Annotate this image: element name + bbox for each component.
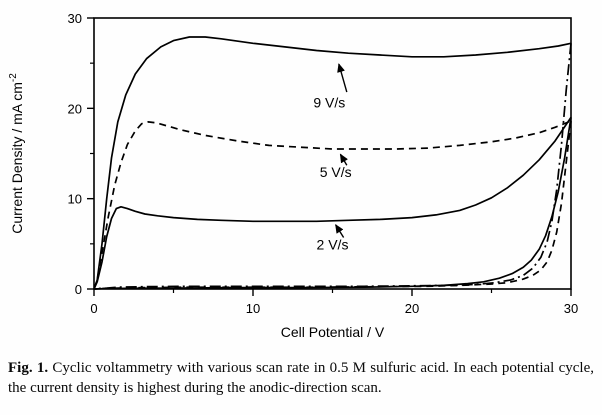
- annotation-arrow: [335, 224, 345, 238]
- annotation-label: 5 V/s: [320, 164, 352, 180]
- figure-caption-label: Fig. 1.: [8, 360, 49, 376]
- cv-chart-container: 0 10 20 30 0 10 20 30 Cell Potential / V Current …: [8, 11, 578, 340]
- annotation-label: 2 V/s: [317, 236, 349, 252]
- x-tick-label: 20: [405, 301, 419, 316]
- series-5-v-s-anodic: [93, 120, 572, 290]
- annotation-arrow: [337, 63, 348, 93]
- annotation-label: 9 V/s: [313, 94, 345, 110]
- y-tick-label: 0: [75, 282, 82, 297]
- x-axis-label: Cell Potential / V: [281, 324, 385, 340]
- x-tick-label: 0: [90, 301, 97, 316]
- y-axis-label-superscript: -2: [8, 73, 19, 82]
- cv-chart: 0 10 20 30 0 10 20 30 Cell Potential / V Current …: [8, 11, 578, 340]
- x-tick-label: 10: [246, 301, 260, 316]
- series-5-v-s-cathodic: [93, 120, 572, 290]
- x-tick-label: 30: [564, 301, 578, 316]
- figure-caption-text: Cyclic voltammetry with various scan rat…: [8, 360, 594, 396]
- series-9-v-s-anodic: [93, 36, 572, 290]
- y-tick-label: 20: [68, 101, 82, 116]
- series-2-v-s-anodic: [93, 116, 572, 290]
- y-tick-label: 30: [68, 11, 82, 26]
- annotation-arrow: [339, 153, 348, 166]
- series-2-v-s-cathodic: [93, 117, 572, 290]
- figure-caption: Fig. 1. Cyclic voltammetry with various …: [8, 359, 594, 399]
- y-tick-label: 10: [68, 192, 82, 207]
- y-axis-label: Current Density / mA cm-2: [8, 73, 25, 234]
